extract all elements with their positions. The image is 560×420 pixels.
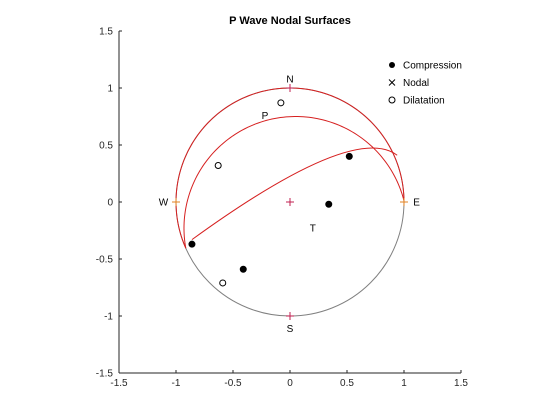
x-tick-label: -1.5 [110,378,128,389]
y-tick-label: 1.5 [99,27,113,38]
x-tick-label: 0.5 [340,378,354,389]
legend-label: Compression [403,61,462,72]
annotation-n: N [286,74,293,85]
x-tick-label: -1 [172,378,181,389]
nodal-plane-2 [191,147,398,241]
axis-cross-marker [172,198,180,206]
annotation-e: E [413,198,420,209]
nodal-plane-1 [183,115,405,249]
annotation-s: S [287,324,294,335]
compression-point [239,265,247,273]
x-tick-label: 1.5 [454,378,468,389]
y-tick-label: -0.5 [96,255,114,266]
dilatation-point [214,162,222,170]
legend-label: Nodal [403,78,429,89]
legend-marker [388,79,396,86]
legend-entry-nodal: Nodal [388,78,429,89]
axis-cross-marker [286,84,294,92]
compression-point [345,152,353,160]
legend-label: Dilatation [403,96,445,107]
axis-cross-marker [286,312,294,320]
y-tick-label: 1 [107,84,113,95]
y-tick-label: -1 [104,312,113,323]
x-tick-label: 0 [287,378,293,389]
annotation-w: W [159,198,169,209]
annotation-p: P [262,111,269,122]
y-tick-label: 0 [107,198,113,209]
legend-entry-compression: Compression [389,61,462,72]
x-tick-label: 1 [401,378,407,389]
boundary-nodal-arc [175,87,405,249]
axis-cross-marker [400,198,408,206]
legend-marker [388,96,396,104]
legend-entry-dilatation: Dilatation [388,96,445,107]
compression-point [188,240,196,248]
chart-title: P Wave Nodal Surfaces [229,15,351,27]
annotation-t: T [310,224,316,235]
axis-cross-marker [286,198,294,206]
y-tick-label: -1.5 [96,369,114,380]
compression-point [325,200,333,208]
dilatation-point [277,99,285,107]
x-tick-label: -0.5 [224,378,242,389]
dilatation-point [219,279,227,287]
y-tick-label: 0.5 [99,141,113,152]
legend-marker [389,62,395,68]
